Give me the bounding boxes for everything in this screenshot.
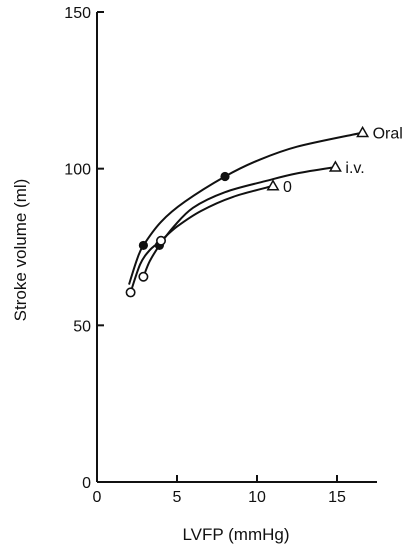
data-point-filled-circle [138, 240, 148, 251]
series-curve [128, 131, 363, 285]
x-tick-label: 5 [173, 489, 182, 506]
data-point-open-circle [125, 287, 136, 298]
y-axis-label: Stroke volume (ml) [11, 179, 30, 322]
y-tick-label: 50 [73, 318, 91, 335]
data-point-open-circle [156, 235, 167, 246]
x-axis-label: LVFP (mmHg) [182, 525, 289, 544]
series-label: 0 [283, 179, 292, 196]
series-label: Oral [373, 126, 403, 143]
series-curve [142, 166, 336, 278]
data-point-open-triangle [266, 179, 280, 191]
data-series [125, 125, 370, 298]
data-point-open-triangle [356, 125, 370, 138]
series-oral [128, 125, 370, 285]
data-point-filled-circle [220, 171, 230, 182]
series-curve [129, 184, 274, 293]
tick-marks [96, 11, 338, 483]
y-tick-label: 150 [64, 5, 91, 22]
y-tick-label: 0 [82, 475, 91, 492]
data-point-open-circle [138, 271, 149, 282]
data-point-open-triangle [328, 160, 342, 172]
x-tick-label: 15 [328, 489, 346, 506]
axes [96, 12, 377, 483]
series-i-v- [138, 160, 342, 282]
x-tick-label: 10 [248, 489, 266, 506]
y-tick-label: 100 [64, 162, 91, 179]
series-label: i.v. [345, 160, 364, 177]
labels: 0 50 100 150 0 5 10 15 Oral i.v. 0 [64, 5, 403, 506]
x-tick-label: 0 [93, 489, 102, 506]
series-0 [125, 179, 280, 298]
